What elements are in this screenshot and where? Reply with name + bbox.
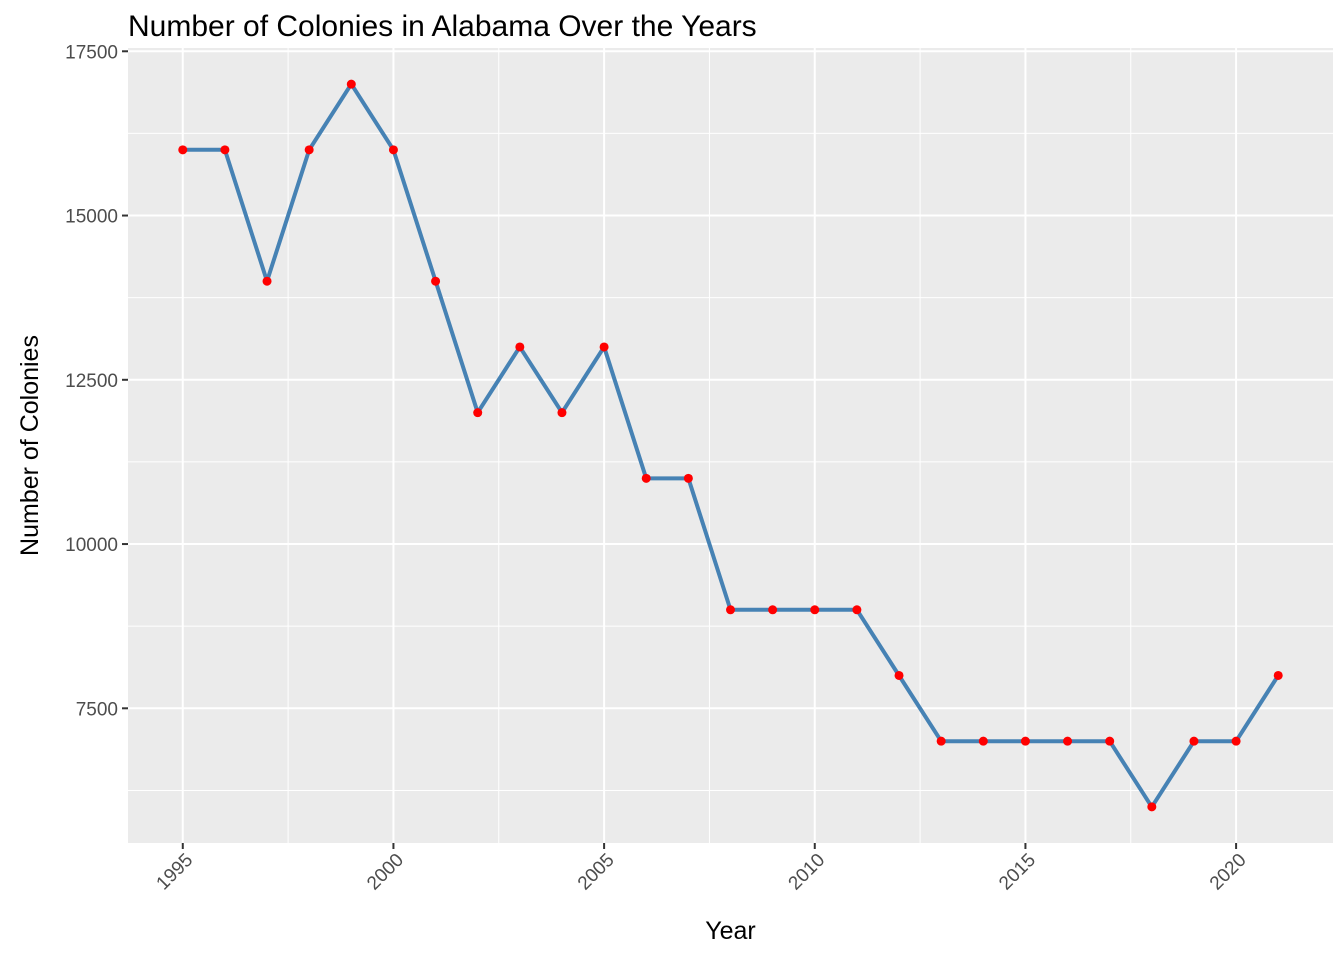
- x-tick-label: 1995: [153, 850, 198, 895]
- data-point: [683, 473, 693, 483]
- data-point: [1105, 736, 1115, 746]
- plot-panel: [128, 48, 1333, 843]
- data-point: [978, 736, 988, 746]
- data-point: [810, 605, 820, 615]
- y-tick-label: 15000: [65, 207, 118, 228]
- data-point: [1231, 736, 1241, 746]
- data-point: [220, 145, 230, 155]
- data-point: [346, 79, 356, 89]
- data-point: [894, 670, 904, 680]
- x-axis-title: Year: [705, 917, 756, 945]
- y-tick-label: 7500: [76, 699, 118, 720]
- x-tick-label: 2000: [363, 850, 408, 895]
- data-point: [768, 605, 778, 615]
- data-point: [304, 145, 314, 155]
- x-tick-label: 2015: [995, 850, 1040, 895]
- data-point: [1063, 736, 1073, 746]
- data-point: [1020, 736, 1030, 746]
- data-point: [515, 342, 525, 352]
- data-point: [1273, 670, 1283, 680]
- data-point: [641, 473, 651, 483]
- x-tick-label: 2010: [785, 850, 830, 895]
- data-point: [473, 408, 483, 418]
- y-axis-title: Number of Colonies: [16, 335, 44, 556]
- y-tick-label: 17500: [65, 42, 118, 63]
- data-point: [178, 145, 188, 155]
- data-point: [262, 276, 272, 286]
- data-point: [936, 736, 946, 746]
- data-point: [726, 605, 735, 615]
- data-point: [852, 605, 862, 615]
- y-tick-label: 10000: [65, 535, 118, 556]
- y-tick-label: 12500: [65, 371, 118, 392]
- data-point: [1147, 802, 1157, 812]
- data-point: [557, 408, 567, 418]
- x-tick-label: 2005: [574, 850, 619, 895]
- chart-title: Number of Colonies in Alabama Over the Y…: [128, 10, 757, 43]
- data-point: [388, 145, 398, 155]
- data-point: [1189, 736, 1199, 746]
- data-point: [431, 276, 441, 286]
- data-point: [599, 342, 609, 352]
- x-tick-label: 2020: [1206, 850, 1251, 895]
